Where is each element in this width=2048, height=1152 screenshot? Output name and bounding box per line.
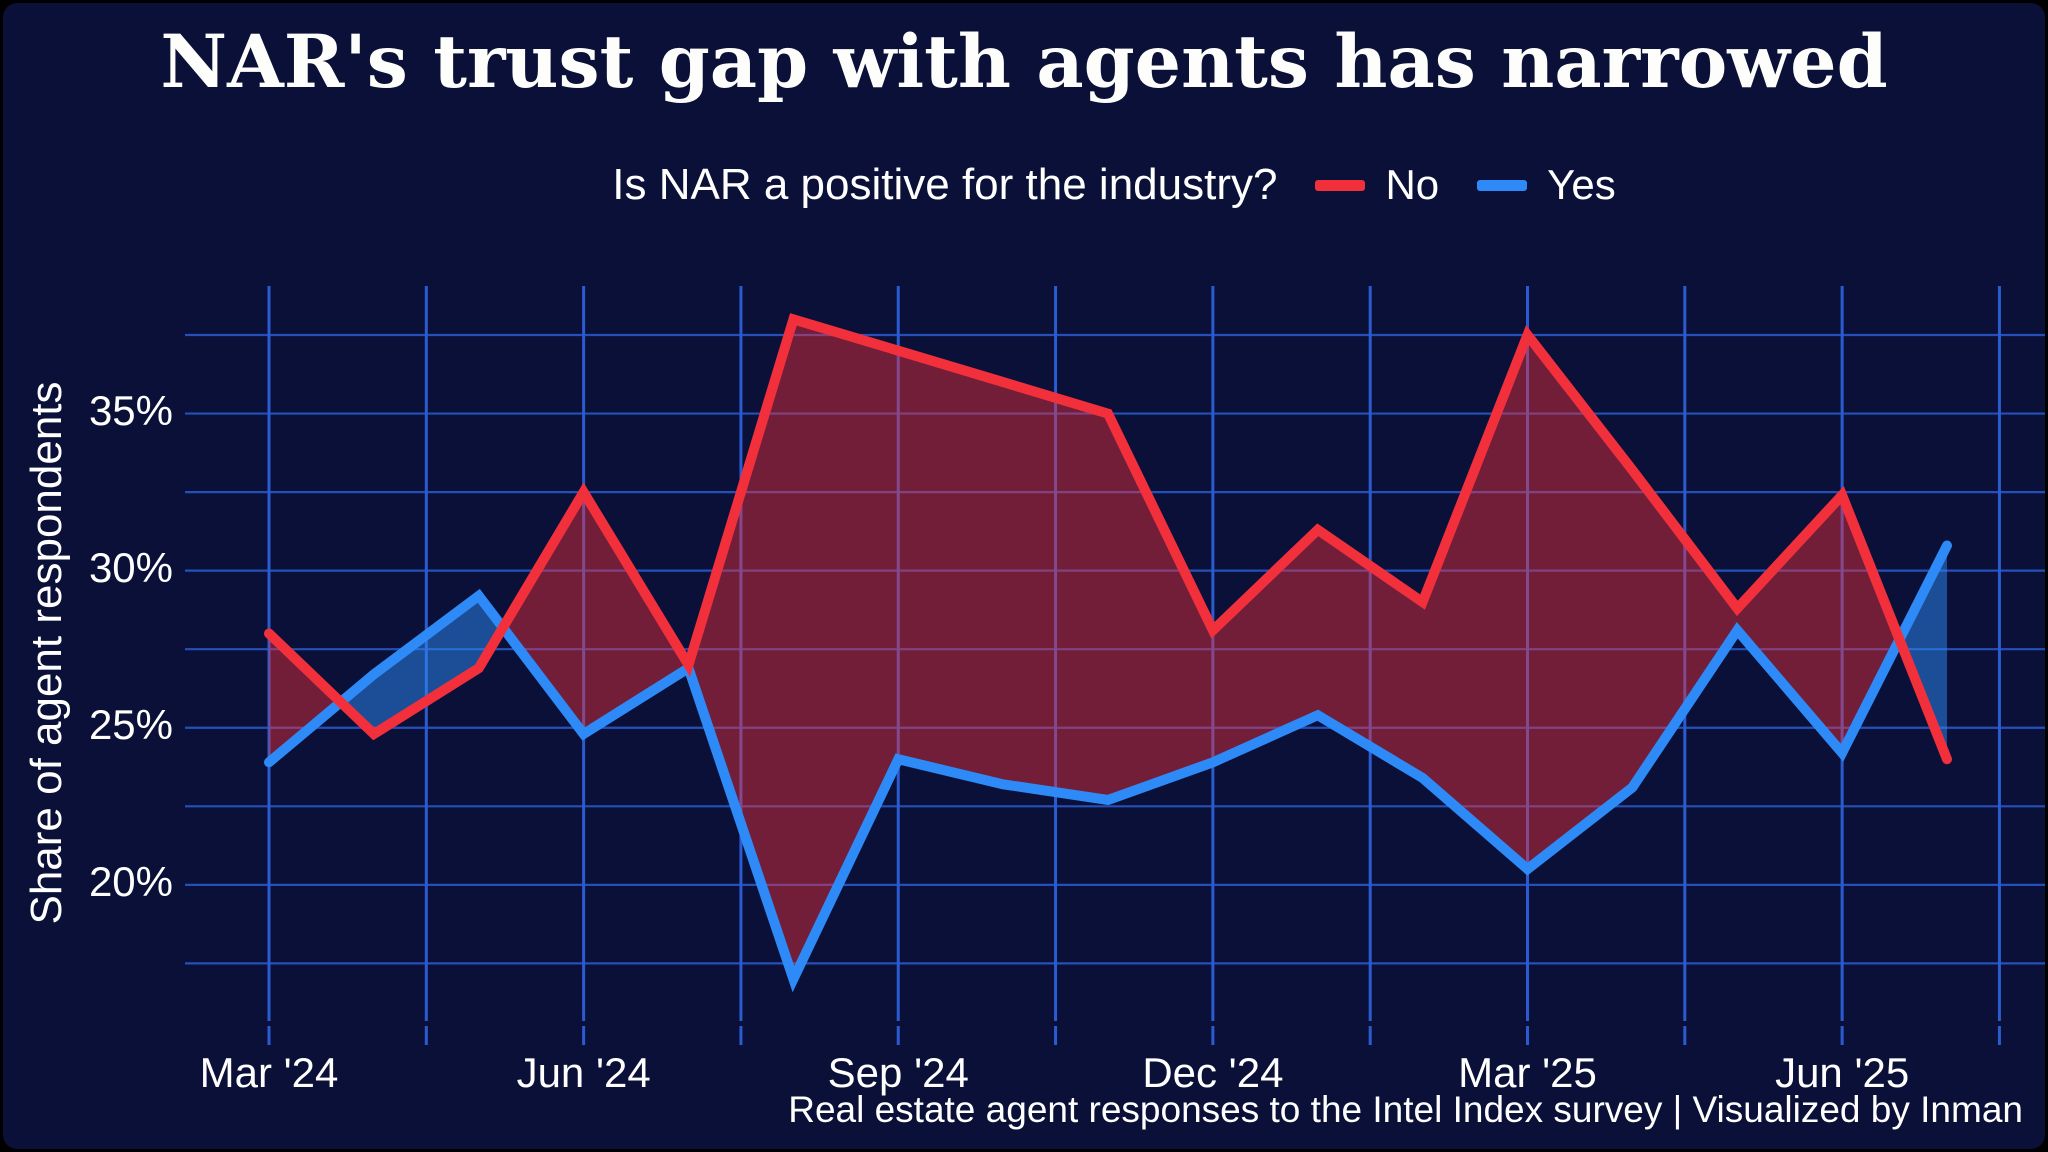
- no-line: [264, 313, 1952, 765]
- y-tick-label: 20%: [88, 857, 173, 905]
- chart-background: NAR's trust gap with agents has narrowed…: [3, 3, 2045, 1149]
- y-tick-label: 25%: [88, 700, 173, 748]
- legend-item-no: No: [1315, 161, 1439, 209]
- legend-item-yes: Yes: [1477, 161, 1616, 209]
- x-tick-label: Mar '24: [199, 1049, 339, 1096]
- y-tick-label: 30%: [88, 543, 173, 591]
- x-tick-label: Sep '24: [827, 1049, 969, 1096]
- legend-yes-label: Yes: [1547, 161, 1616, 208]
- yes-above-fill-region: [340, 595, 503, 734]
- x-tick-label: Jun '24: [516, 1049, 651, 1096]
- no-above-fill-region: [502, 319, 1900, 980]
- gridlines: [185, 286, 2045, 1045]
- source-caption: Real estate agent responses to the Intel…: [788, 1089, 2023, 1130]
- yes-line: [264, 540, 1952, 993]
- y-tick-label: 35%: [88, 386, 173, 434]
- x-tick-label: Dec '24: [1142, 1049, 1284, 1096]
- subtitle-legend-row: Is NAR a positive for the industry? No Y…: [185, 149, 2043, 221]
- chart-subtitle: Is NAR a positive for the industry?: [612, 160, 1278, 209]
- legend-no-swatch: [1315, 179, 1366, 191]
- no-above-fill-region: [269, 633, 341, 763]
- chart-title: NAR's trust gap with agents has narrowed: [160, 19, 1888, 105]
- legend-yes-swatch: [1477, 179, 1528, 191]
- x-tick-label: Mar '25: [1458, 1049, 1597, 1096]
- between-series-fills: [269, 319, 1947, 980]
- legend-no-label: No: [1385, 161, 1440, 208]
- line-chart-plot: [185, 286, 2045, 1045]
- yes-above-fill-region: [1899, 545, 1947, 760]
- x-tick-label: Jun '25: [1775, 1049, 1910, 1096]
